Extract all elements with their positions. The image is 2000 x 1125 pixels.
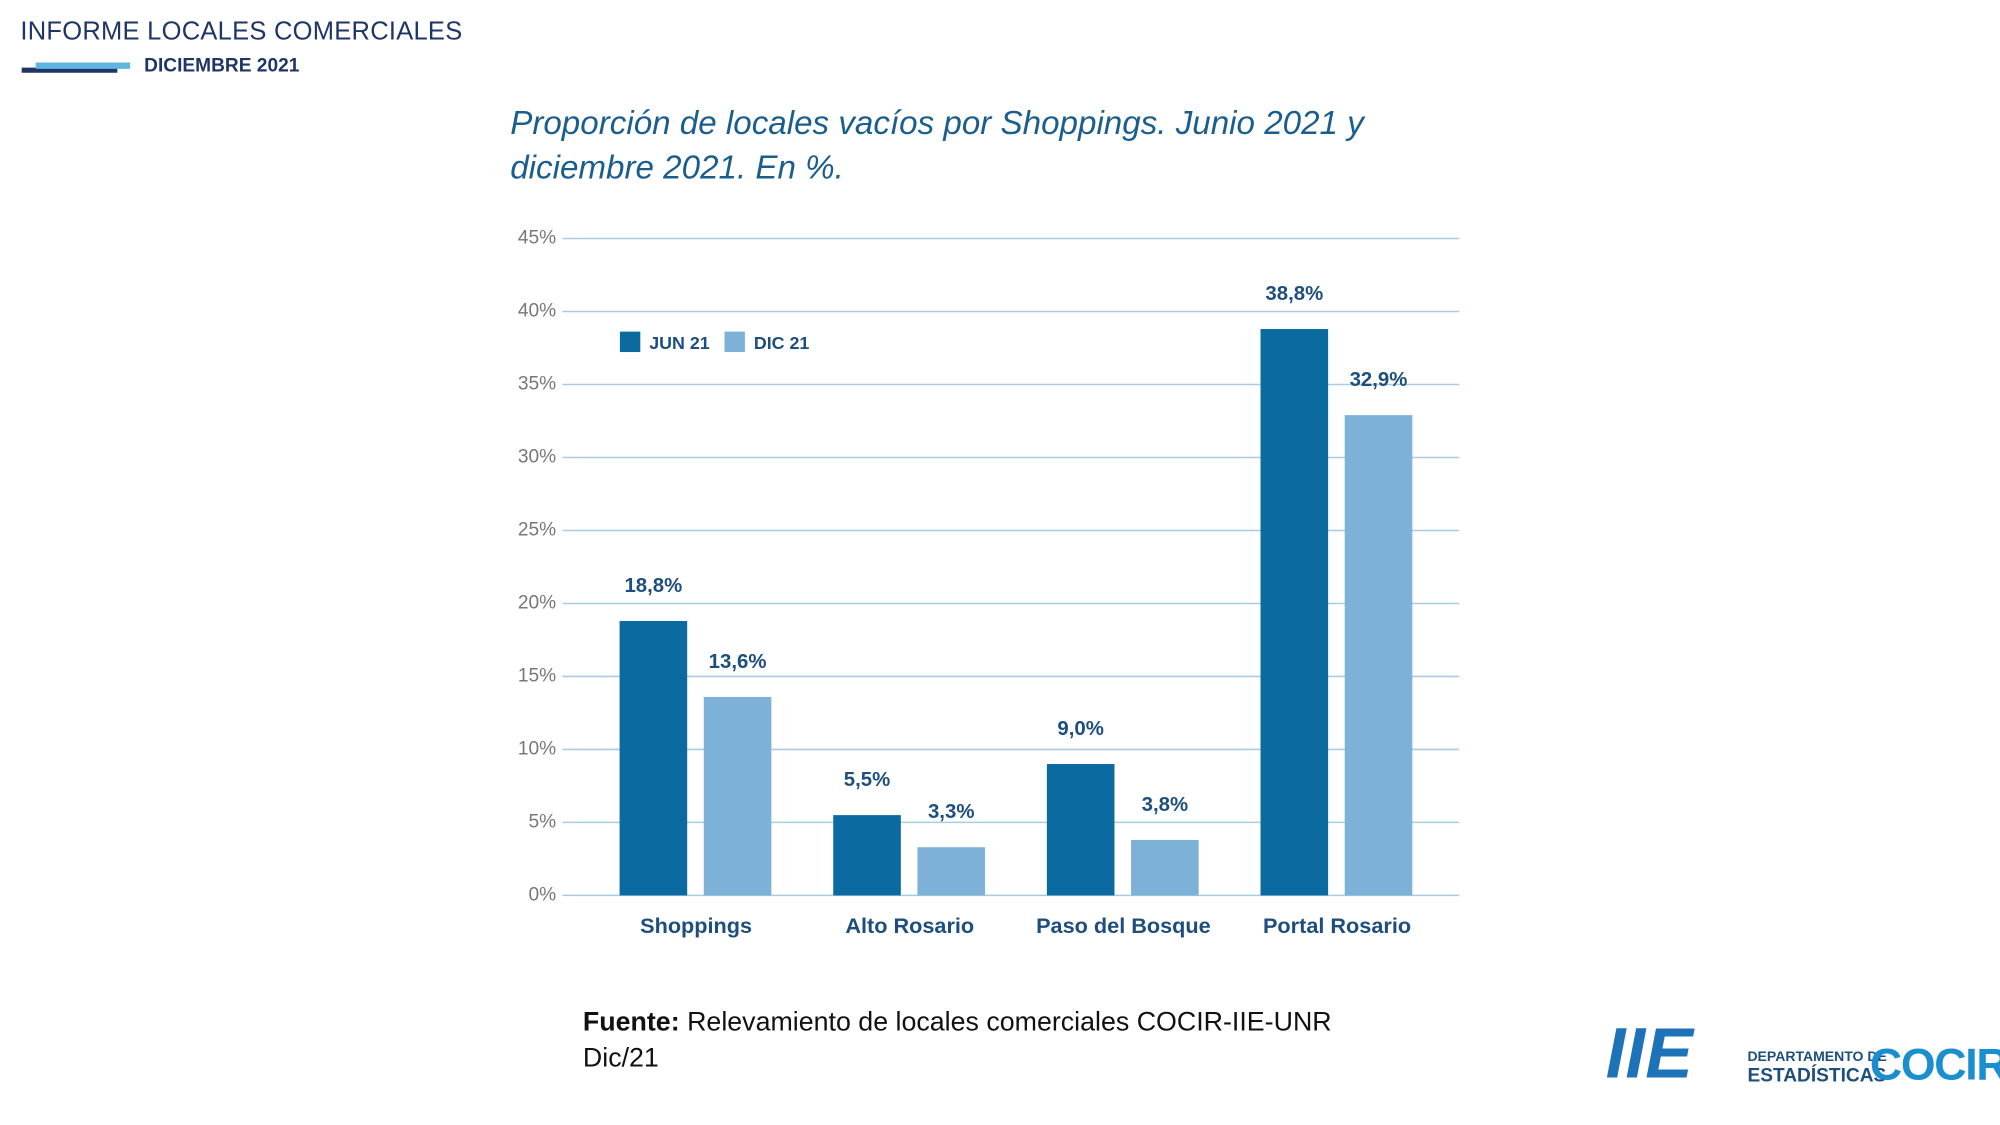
source-text: Relevamiento de locales comerciales COCI… [687,1007,1332,1037]
bar [1046,764,1115,896]
header-rule [21,62,131,73]
x-tick-label: Alto Rosario [845,913,974,938]
value-label: 3,8% [1142,794,1188,816]
x-tick-label: Paso del Bosque [1036,913,1211,938]
logo-dept: ESTADÍSTICAS [1747,1065,1886,1087]
value-label: 13,6% [709,651,767,673]
source: Fuente: Relevamiento de locales comercia… [583,1005,1332,1076]
y-tick-label: 40% [518,301,556,322]
legend-label: JUN 21 [649,333,710,353]
y-tick-label: 10% [518,738,556,759]
value-label: 9,0% [1057,718,1103,740]
y-tick-label: 5% [528,811,556,832]
x-tick-label: Portal Rosario [1263,913,1411,938]
y-tick-label: 35% [518,374,556,395]
y-tick-label: 30% [518,447,556,468]
bar [1344,415,1413,896]
y-tick-label: 0% [528,884,556,905]
legend-swatch [619,331,641,353]
bar [917,847,986,896]
logo-iie: IIE [1606,1014,1696,1094]
chart-title: Proporción de locales vacíos por Shoppin… [510,103,1364,142]
y-tick-label: 15% [518,665,556,686]
y-tick-label: 25% [518,520,556,541]
header-date: DICIEMBRE 2021 [144,54,300,77]
logo-dept: DEPARTAMENTO DE [1747,1048,1886,1064]
legend-swatch [724,331,745,353]
value-label: 3,3% [928,801,974,823]
bar [1260,329,1329,896]
source-text: Dic/21 [582,1043,659,1073]
legend-label: DIC 21 [754,333,810,353]
bar [703,696,772,896]
value-label: 18,8% [624,575,682,597]
value-label: 5,5% [844,769,890,791]
header-title: INFORME LOCALES COMERCIALES [20,17,463,46]
y-tick-label: 45% [518,228,556,249]
source-label: Fuente: [582,1007,680,1037]
bar [833,815,901,896]
chart-title: diciembre 2021. En %. [510,147,844,187]
bar [619,620,688,896]
bar [1131,839,1199,896]
value-label: 32,9% [1350,369,1408,391]
logo-cocir: COCIR [1870,1040,2000,1089]
y-tick-label: 20% [518,593,556,614]
x-tick-label: Shoppings [640,913,752,938]
value-label: 38,8% [1265,283,1323,305]
